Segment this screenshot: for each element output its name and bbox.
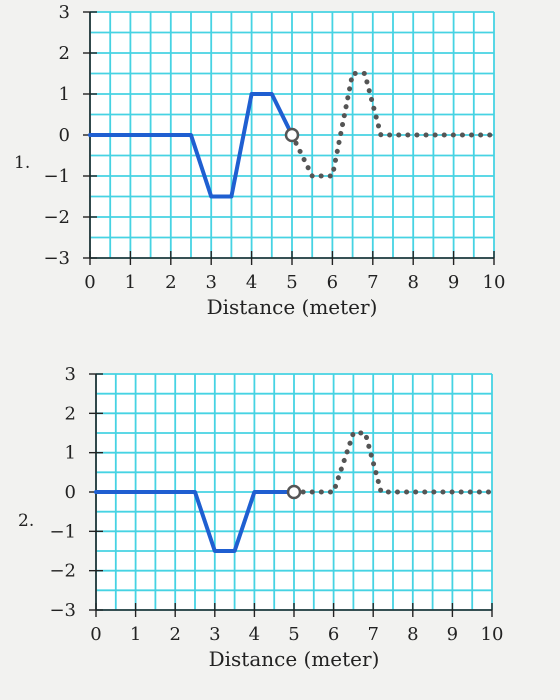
x-tick-label: 9 [448,272,459,293]
y-tick-label: 2 [65,403,76,424]
x-tick-label: 3 [209,624,220,645]
problem-number-label: 2. [18,511,34,531]
dotted-wave-line [289,71,497,179]
x-tick-label: 6 [327,272,338,293]
y-tick-label: 1 [59,84,70,105]
y-tick-label: −3 [43,248,70,269]
y-tick-label: 2 [59,43,70,64]
x-tick-label: 8 [407,272,418,293]
x-tick-label: 10 [481,624,504,645]
wave-front-marker [284,127,300,143]
x-tick-label: 2 [165,272,176,293]
x-tick-label: 7 [367,624,378,645]
y-tick-label: 0 [59,125,70,146]
x-tick-label: 8 [407,624,418,645]
x-tick-label: 6 [328,624,339,645]
y-tick-label: −3 [49,600,76,621]
x-axis-label: Distance (meter) [207,295,378,319]
y-tick-label: −1 [43,166,70,187]
x-tick-label: 0 [84,272,95,293]
y-tick-label: 3 [65,364,76,385]
y-tick-label: 1 [65,443,76,464]
x-tick-label: 1 [125,272,136,293]
x-tick-label: 4 [249,624,260,645]
x-tick-label: 7 [367,272,378,293]
x-tick-label: 4 [246,272,257,293]
problem-number-label: 1. [14,153,30,173]
y-tick-label: 0 [65,482,76,503]
x-tick-label: 2 [169,624,180,645]
y-tick-label: −1 [49,521,76,542]
x-tick-label: 3 [205,272,216,293]
x-tick-label: 5 [288,624,299,645]
y-tick-label: −2 [49,561,76,582]
x-tick-label: 9 [447,624,458,645]
x-tick-label: 0 [90,624,101,645]
solid-wave-line [88,92,294,199]
x-tick-label: 5 [286,272,297,293]
x-axis-label: Distance (meter) [209,647,380,671]
solid-wave-line [94,490,296,553]
y-tick-label: 3 [59,2,70,23]
y-tick-label: −2 [43,207,70,228]
x-tick-label: 1 [130,624,141,645]
x-tick-label: 10 [483,272,506,293]
wave-front-marker [286,484,302,500]
